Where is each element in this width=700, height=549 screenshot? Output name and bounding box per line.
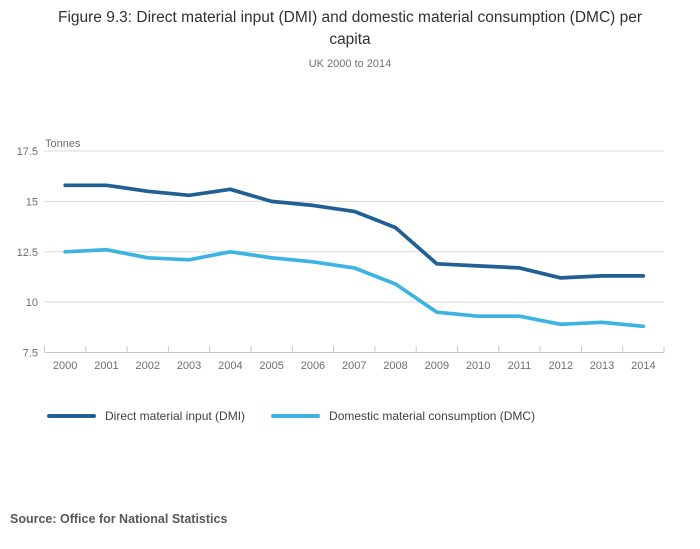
gridlines <box>44 150 664 353</box>
legend-item-dmi[interactable]: Direct material input (DMI) <box>47 409 245 423</box>
x-axis-ticks <box>44 346 665 353</box>
x-axis-labels: 2000 2001 2002 2003 2004 2005 2006 2007 2008 2009… <box>53 360 656 372</box>
x-tick-label: 2008 <box>383 360 407 372</box>
legend-label-dmc: Domestic material consumption (DMC) <box>329 409 536 423</box>
x-tick-label: 2013 <box>590 360 614 372</box>
source-text: Source: Office for National Statistics <box>10 512 228 526</box>
x-tick-label: 2011 <box>508 360 532 372</box>
x-tick-label: 2010 <box>466 360 490 372</box>
chart-subtitle: UK 2000 to 2014 <box>308 58 392 70</box>
x-tick-label: 2002 <box>136 360 160 372</box>
series-line-0 <box>63 183 646 280</box>
y-tick-label: 7.5 <box>23 348 38 360</box>
legend-label-dmi: Direct material input (DMI) <box>105 409 246 423</box>
y-tick-label: 15 <box>26 196 38 208</box>
legend-item-dmc[interactable]: Domestic material consumption (DMC) <box>271 409 535 423</box>
y-tick-label: 17.5 <box>17 146 38 158</box>
dmc-line-swatch <box>271 414 321 418</box>
x-tick-label: 2007 <box>342 360 366 372</box>
x-tick-label: 2009 <box>425 360 449 372</box>
x-tick-label: 2012 <box>549 360 573 372</box>
x-tick-label: 2004 <box>218 360 242 372</box>
series-line-1 <box>63 247 646 329</box>
y-tick-label: 10 <box>26 297 38 309</box>
x-tick-label: 2014 <box>631 360 655 372</box>
y-tick-label: 12.5 <box>17 247 38 259</box>
y-axis-unit-label: Tonnes <box>45 138 81 150</box>
chart-legend: Direct material input (DMI) Domestic mat… <box>47 409 535 423</box>
x-tick-label: 2003 <box>177 360 201 372</box>
y-axis-labels: 7.5 10 12.5 15 17.5 <box>17 146 38 360</box>
x-tick-label: 2000 <box>53 360 77 372</box>
x-tick-label: 2006 <box>301 360 325 372</box>
x-tick-label: 2005 <box>259 360 283 372</box>
dmi-line-swatch <box>47 414 96 418</box>
chart-title: Figure 9.3: Direct material input (DMI) … <box>57 9 643 49</box>
x-tick-label: 2001 <box>94 360 118 372</box>
